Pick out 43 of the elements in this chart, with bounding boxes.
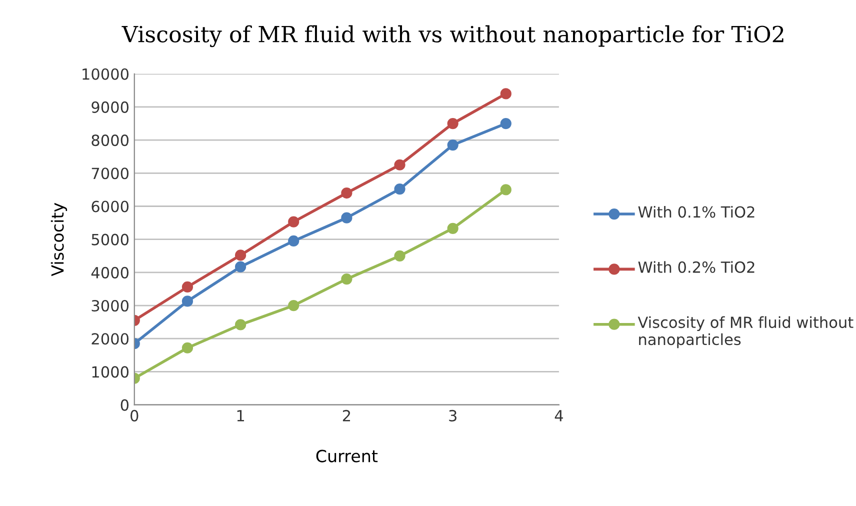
point [182,281,194,293]
y-axis-title: Viscocity [50,202,68,276]
y-tick-label: 4000 [91,266,129,278]
point [341,273,352,285]
point [500,184,512,196]
point [447,139,458,151]
point [234,261,246,272]
y-tick-label: 5000 [92,234,129,246]
y-tick-label: 10000 [82,68,129,80]
y-tick-label: 8000 [92,134,129,146]
legend-label: With 0.1% TiO2 [638,206,754,218]
point [182,342,194,354]
point [394,183,406,195]
x-tick-label: 4 [554,410,563,422]
point [341,212,352,224]
point [182,296,194,307]
point [288,300,300,312]
y-tick-label: 9000 [92,101,129,113]
y-tick-label: 2000 [92,333,129,345]
point [234,250,246,261]
point [288,235,300,247]
x-tick-label: 3 [449,410,456,422]
y-tick-label: 7000 [92,168,129,180]
legend-label: Viscosity of MR fluid without nanoparticles [638,316,854,348]
y-tick-label: 0 [120,399,129,411]
point [288,216,300,228]
point [500,88,512,100]
x-tick-label: 0 [130,410,138,422]
point [394,159,406,170]
point [394,250,406,262]
x-tick-label: 1 [237,410,244,422]
x-axis-title: Current [316,450,378,462]
y-tick-label: 1000 [92,366,129,378]
y-tick-label: 3000 [92,300,129,312]
y-tick-label: 6000 [92,200,129,212]
point [500,118,512,130]
point [341,187,352,199]
point [447,118,458,130]
legend-label: With 0.2% TiO2 [638,261,754,273]
point [447,222,458,234]
point [234,319,246,330]
x-tick-label: 2 [342,410,350,422]
chart-title: Viscosity of MR fluid with vs without nanoparticle for TiO2 [122,25,784,48]
